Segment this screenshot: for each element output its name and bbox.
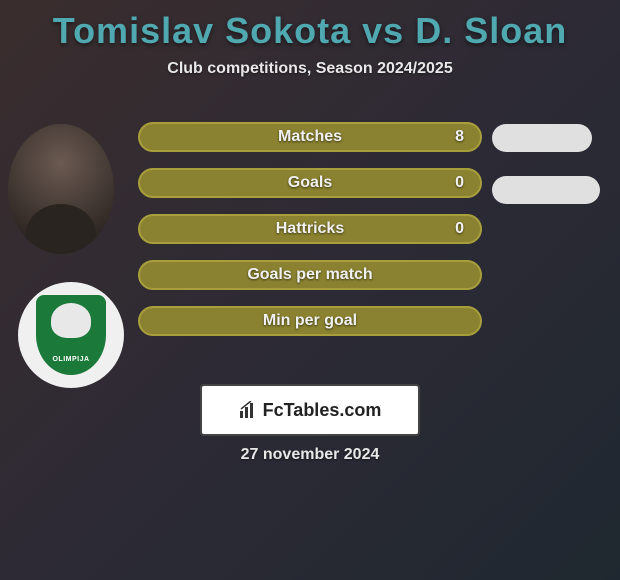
stats-bars: Matches 8 Goals 0 Hattricks 0 Goals per … — [138, 122, 482, 352]
bar-value: 0 — [455, 174, 464, 192]
logo-text: FcTables.com — [263, 400, 382, 421]
bar-value: 8 — [455, 128, 464, 146]
bar-goals: Goals 0 — [138, 168, 482, 198]
bar-label: Hattricks — [140, 220, 480, 238]
bar-min-per-goal: Min per goal — [138, 306, 482, 336]
bar-value: 0 — [455, 220, 464, 238]
bar-hattricks: Hattricks 0 — [138, 214, 482, 244]
bar-goals-per-match: Goals per match — [138, 260, 482, 290]
subtitle: Club competitions, Season 2024/2025 — [0, 60, 620, 78]
fctables-logo: FcTables.com — [200, 384, 420, 436]
date-label: 27 november 2024 — [0, 446, 620, 464]
bar-label: Matches — [140, 128, 480, 146]
bar-label: Min per goal — [140, 312, 480, 330]
pill-right-1 — [492, 124, 592, 152]
bar-label: Goals per match — [140, 266, 480, 284]
club-badge: OLIMPIJA — [18, 282, 124, 388]
pill-right-2 — [492, 176, 600, 204]
player-avatar-left — [8, 124, 114, 254]
page-title: Tomislav Sokota vs D. Sloan — [0, 0, 620, 52]
badge-shield-icon: OLIMPIJA — [36, 295, 106, 375]
chart-icon — [239, 401, 257, 419]
bar-label: Goals — [140, 174, 480, 192]
badge-label: OLIMPIJA — [36, 356, 106, 363]
bar-matches: Matches 8 — [138, 122, 482, 152]
